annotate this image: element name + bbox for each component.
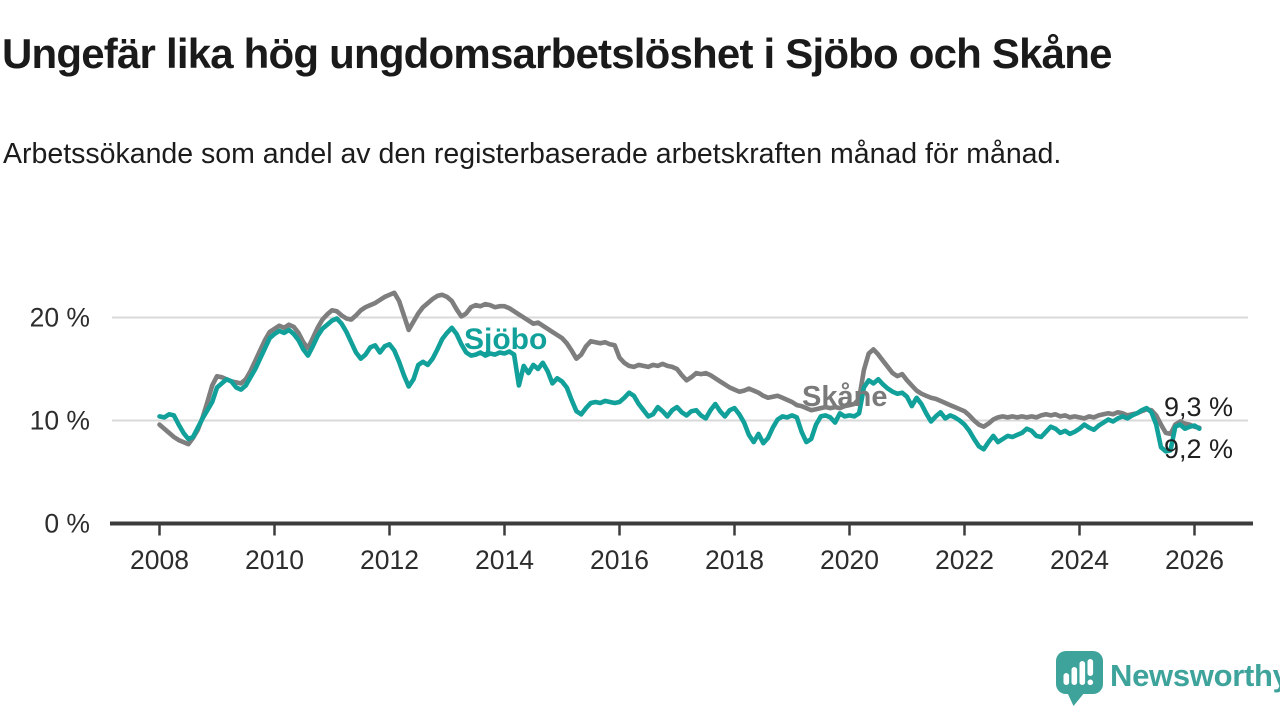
logo-bar-3 <box>1079 661 1086 685</box>
x-tick-label: 2014 <box>475 545 534 575</box>
x-tick-label: 2018 <box>705 545 764 575</box>
line-skane <box>157 290 1202 447</box>
x-tick-label: 2012 <box>360 545 419 575</box>
logo-bar-1 <box>1063 673 1070 685</box>
page-title: Ungefär lika hög ungdomsarbetslöshet i S… <box>2 30 1112 77</box>
y-tick-label: 0 % <box>44 509 90 539</box>
brand-wordmark: Newsworthy <box>1110 658 1280 693</box>
logo-exclamation-stem <box>1087 659 1094 676</box>
x-tick-label: 2026 <box>1165 545 1224 575</box>
y-tick-label: 20 % <box>30 303 90 333</box>
series-label-skane: Skåne <box>802 381 888 413</box>
end-value-label-sjobo: 9,2 % <box>1164 434 1234 464</box>
x-tick-label: 2008 <box>130 545 189 575</box>
x-tick-label: 2022 <box>935 545 994 575</box>
y-tick-label: 10 % <box>30 406 90 436</box>
logo-exclamation-dot <box>1087 679 1094 686</box>
series-label-sjobo: Sjöbo <box>464 323 548 356</box>
x-tick-label: 2024 <box>1050 545 1109 575</box>
page-subtitle: Arbetssökande som andel av den registerb… <box>3 138 1062 170</box>
x-tick-label: 2010 <box>245 545 304 575</box>
x-tick-label: 2020 <box>820 545 879 575</box>
logo-bar-2 <box>1071 667 1078 685</box>
end-value-label-skane: 9,3 % <box>1164 392 1234 422</box>
x-tick-label: 2016 <box>590 545 649 575</box>
line-sjobo <box>157 316 1202 454</box>
newsworthy-logo-icon <box>1056 651 1103 706</box>
